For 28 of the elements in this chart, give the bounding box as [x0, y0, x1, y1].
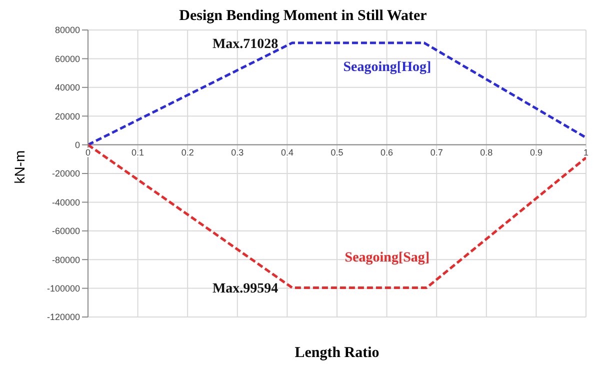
- y-tick-label: 20000: [54, 111, 80, 122]
- series-label: Seagoing[Hog]: [343, 60, 432, 75]
- annotation: Max.99594: [212, 282, 278, 297]
- x-tick-label: 1: [583, 148, 589, 158]
- series-label: Seagoing[Sag]: [344, 250, 430, 266]
- x-tick-label: 0.4: [280, 148, 294, 158]
- y-tick-label: -20000: [52, 168, 80, 179]
- y-tick-label: -120000: [46, 312, 80, 322]
- y-tick-label: -60000: [52, 226, 80, 236]
- y-tick-label: -80000: [52, 254, 80, 265]
- x-tick-label: 0.2: [181, 148, 194, 158]
- x-tick-label: 0.6: [380, 148, 394, 158]
- y-tick-label: 40000: [54, 82, 80, 93]
- x-tick-label: 0.8: [480, 148, 493, 158]
- y-tick-label: 60000: [54, 54, 80, 64]
- y-tick-label: 80000: [54, 25, 80, 36]
- x-tick-label: 0.5: [330, 148, 344, 158]
- x-tick-label: 0.9: [530, 148, 542, 158]
- x-axis-title: Length Ratio: [294, 345, 380, 362]
- x-tick-label: 0.1: [132, 148, 144, 158]
- y-tick-label: -100000: [46, 283, 80, 294]
- y-axis-title: kN-m: [12, 150, 28, 184]
- chart-title: Design Bending Moment in Still Water: [178, 8, 428, 25]
- x-tick-label: 0.7: [430, 148, 443, 158]
- annotation: Max.71028: [212, 36, 278, 52]
- x-tick-label: 0.3: [231, 148, 244, 158]
- y-tick-label: -40000: [52, 197, 80, 208]
- y-tick-label: 0: [74, 140, 80, 150]
